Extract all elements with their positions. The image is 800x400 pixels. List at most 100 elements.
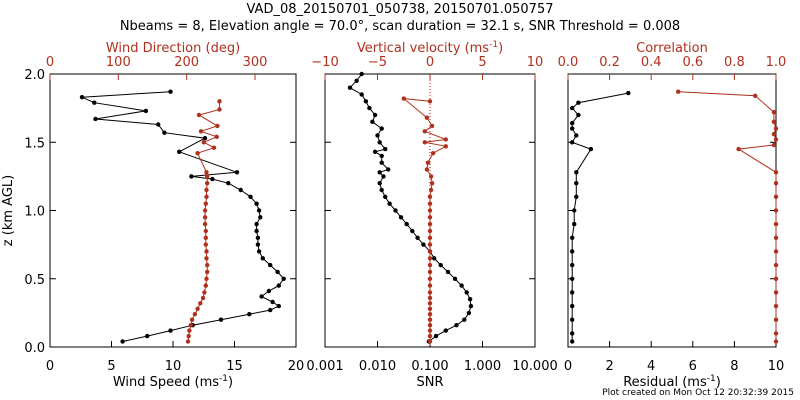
correlation-point bbox=[773, 290, 779, 295]
vertical-velocity-point bbox=[427, 295, 433, 301]
wind-speed-point bbox=[238, 187, 243, 193]
snr-point bbox=[367, 105, 372, 111]
vertical-velocity-point bbox=[401, 96, 406, 101]
residual-line bbox=[571, 92, 629, 342]
panel-snr_vvel-bottom-tick-label: 1.000 bbox=[464, 359, 501, 374]
snr-point bbox=[383, 146, 388, 152]
vertical-velocity-point bbox=[427, 262, 433, 268]
wind-speed-point bbox=[276, 303, 281, 309]
vertical-velocity-point bbox=[427, 242, 433, 247]
wind-speed-point bbox=[177, 149, 182, 154]
snr-point bbox=[386, 167, 391, 172]
residual-point bbox=[570, 140, 575, 145]
snr-point bbox=[383, 194, 388, 199]
wind-direction-point bbox=[186, 333, 191, 339]
snr-point bbox=[398, 215, 404, 220]
y-tick-label: 0.5 bbox=[24, 273, 45, 288]
snr-point bbox=[372, 149, 378, 154]
wind-direction-point bbox=[188, 323, 193, 328]
vertical-velocity-point bbox=[427, 99, 433, 104]
snr-point bbox=[432, 256, 437, 261]
wind-speed-point bbox=[254, 201, 259, 206]
vertical-velocity-point bbox=[427, 194, 433, 199]
wind-speed-point bbox=[93, 116, 98, 122]
wind-direction-point bbox=[217, 99, 222, 104]
wind-direction-point bbox=[204, 249, 209, 254]
wind-speed-point bbox=[270, 299, 275, 305]
snr-point bbox=[410, 228, 415, 234]
vertical-velocity-point bbox=[422, 129, 427, 134]
correlation-point bbox=[676, 89, 681, 94]
snr-point bbox=[363, 99, 369, 104]
correlation-point bbox=[773, 249, 779, 254]
wind-direction-point bbox=[189, 317, 195, 322]
panel-correlation-bottom-tick-label: 10 bbox=[768, 359, 785, 374]
wind-direction-point bbox=[205, 269, 210, 275]
wind-direction-point bbox=[204, 276, 209, 281]
y-axis-label: z (km AGL) bbox=[1, 175, 16, 246]
snr-point bbox=[381, 174, 386, 179]
residual-point bbox=[570, 249, 575, 254]
wind-direction-point bbox=[198, 301, 203, 306]
vertical-velocity-point bbox=[430, 151, 436, 156]
wind-direction-point bbox=[205, 262, 210, 268]
wind-direction-point bbox=[204, 194, 209, 199]
correlation-point bbox=[773, 317, 779, 322]
vertical-velocity-point bbox=[425, 160, 431, 165]
y-tick-label: 0.0 bbox=[24, 341, 45, 356]
correlation-point bbox=[773, 262, 779, 268]
correlation-point bbox=[753, 93, 758, 99]
wind-speed-point bbox=[254, 228, 259, 234]
wind-speed-point bbox=[256, 249, 262, 254]
panel-correlation-top-tick-label: 0.4 bbox=[641, 55, 662, 70]
vertical-velocity-point bbox=[429, 123, 435, 129]
panel-wind-top-tick-label: 200 bbox=[174, 55, 199, 70]
snr-point bbox=[379, 160, 384, 165]
correlation-point bbox=[773, 126, 779, 131]
vertical-velocity-point bbox=[427, 249, 433, 254]
vertical-velocity-point bbox=[427, 283, 433, 288]
residual-point bbox=[570, 303, 575, 309]
snr-point bbox=[459, 283, 464, 288]
wind-direction-point bbox=[202, 290, 207, 295]
correlation-point bbox=[771, 142, 777, 148]
vertical-velocity-point bbox=[427, 228, 433, 234]
vertical-velocity-point bbox=[427, 208, 433, 213]
panel-wind-top-axis-label: Wind Direction (deg) bbox=[106, 41, 240, 56]
wind-direction-point bbox=[202, 221, 208, 227]
residual-point bbox=[574, 181, 579, 186]
wind-direction-point bbox=[205, 174, 210, 179]
vertical-velocity-point bbox=[427, 317, 433, 322]
snr-point bbox=[379, 187, 384, 193]
wind-speed-point bbox=[275, 269, 280, 275]
wind-speed-point bbox=[92, 100, 97, 105]
vertical-velocity-point bbox=[427, 269, 433, 275]
wind-direction-point bbox=[200, 295, 206, 301]
wind-speed-point bbox=[79, 95, 85, 100]
wind-direction-point bbox=[215, 123, 220, 129]
wind-direction-point bbox=[185, 339, 191, 344]
vertical-velocity-point bbox=[424, 167, 430, 172]
panel-correlation-bottom-tick-label: 6 bbox=[689, 359, 697, 374]
snr-point bbox=[464, 290, 469, 295]
snr-point bbox=[379, 153, 384, 159]
wind-speed-point bbox=[218, 317, 224, 322]
panel-correlation-top-tick-label: 1.0 bbox=[766, 55, 787, 70]
snr-point bbox=[445, 269, 451, 275]
panel-wind-bottom-tick-label: 0 bbox=[46, 359, 54, 374]
panel-snr_vvel-top-tick-label: 10 bbox=[527, 55, 544, 70]
snr-point bbox=[359, 71, 364, 77]
correlation-point bbox=[773, 235, 779, 240]
wind-direction-point bbox=[198, 129, 204, 134]
wind-speed-point bbox=[255, 235, 261, 240]
residual-point bbox=[588, 146, 594, 152]
wind-speed-point bbox=[143, 108, 149, 114]
vertical-velocity-point bbox=[427, 201, 433, 206]
wind-speed-point bbox=[145, 333, 150, 339]
residual-point bbox=[570, 120, 575, 126]
residual-point bbox=[626, 90, 631, 96]
panel-correlation-top-axis-label: Correlation bbox=[636, 41, 708, 56]
wind-speed-point bbox=[189, 174, 194, 179]
wind-direction-point bbox=[195, 306, 200, 311]
